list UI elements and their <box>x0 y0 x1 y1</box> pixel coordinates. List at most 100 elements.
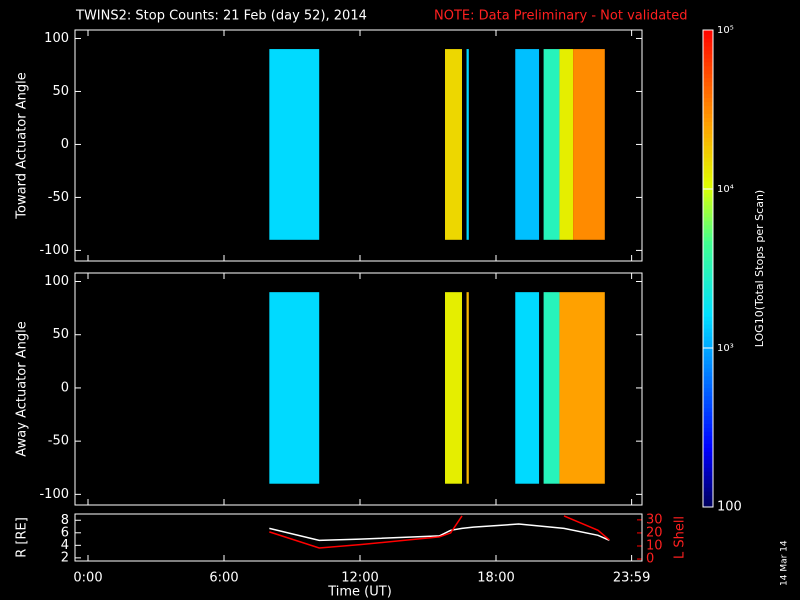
colorbar-cell <box>703 73 713 79</box>
x-tick-label: 23:59 <box>613 571 650 586</box>
heat-cell <box>543 292 560 484</box>
colorbar-cell <box>703 125 713 130</box>
colorbar-cell <box>703 224 713 230</box>
colorbar-cell <box>703 81 713 87</box>
colorbar-cell <box>703 316 713 321</box>
y2-tick-label: 10 <box>646 538 663 553</box>
colorbar-cell <box>703 344 713 349</box>
colorbar-cell <box>703 379 713 385</box>
colorbar-cell <box>703 276 713 281</box>
colorbar-cell <box>703 495 713 500</box>
colorbar-cell <box>703 443 713 448</box>
colorbar-cell <box>703 61 713 67</box>
colorbar-cell <box>703 256 713 262</box>
colorbar-cell <box>703 324 713 329</box>
heat-cell <box>445 292 462 484</box>
colorbar-cell <box>703 177 713 182</box>
colorbar-cell <box>703 129 713 134</box>
colorbar-cell <box>703 427 713 432</box>
chart-title: TWINS2: Stop Counts: 21 Feb (day 52), 20… <box>75 9 367 24</box>
y-tick-label: 8 <box>61 513 69 528</box>
x-tick-label: 12:00 <box>341 571 378 586</box>
colorbar-cell <box>703 391 713 397</box>
colorbar-cell <box>703 423 713 428</box>
y2-tick-label: 0 <box>646 552 654 567</box>
heat-cell <box>559 292 605 484</box>
y-tick-label: 100 <box>44 31 69 46</box>
heat-cell <box>543 49 560 240</box>
colorbar-cell <box>703 435 713 440</box>
colorbar-cell <box>703 459 713 464</box>
colorbar-cell <box>703 33 713 39</box>
heat-cell <box>269 292 320 484</box>
colorbar-cell <box>703 403 713 409</box>
colorbar-cell <box>703 395 713 401</box>
y2-tick-label: 30 <box>646 512 663 527</box>
colorbar-cell <box>703 149 713 154</box>
colorbar-cell <box>703 117 713 122</box>
colorbar-cell <box>703 196 713 202</box>
heat-cell <box>466 49 469 240</box>
y-tick-label: -100 <box>39 243 69 258</box>
colorbar-cell <box>703 169 713 174</box>
colorbar-cell <box>703 296 713 301</box>
colorbar-cell <box>703 30 713 35</box>
colorbar-cell <box>703 340 713 345</box>
colorbar-cell <box>703 312 713 317</box>
y-tick-label: 2 <box>61 550 69 565</box>
colorbar-cell <box>703 272 713 277</box>
colorbar-cell <box>703 284 713 289</box>
colorbar-cell <box>703 45 713 51</box>
colorbar-cell <box>703 57 713 63</box>
colorbar-cell <box>703 157 713 162</box>
colorbar-cell <box>703 351 713 357</box>
y-tick-label: 6 <box>61 525 69 540</box>
x-tick-label: 6:00 <box>209 571 238 586</box>
colorbar-cell <box>703 336 713 341</box>
y-tick-label: -100 <box>39 487 69 502</box>
colorbar-cell <box>703 113 713 118</box>
colorbar-cell <box>703 451 713 456</box>
colorbar-cell <box>703 240 713 246</box>
plot-area <box>269 292 605 484</box>
note: NOTE: Data Preliminary - Not validated <box>434 9 688 24</box>
y-tick-label: 100 <box>44 274 69 289</box>
colorbar-cell <box>703 141 713 146</box>
colorbar-cell <box>703 367 713 373</box>
y2-axis-label: L Shell <box>673 516 688 559</box>
colorbar-cell <box>703 348 713 353</box>
colorbar-cell <box>703 101 713 107</box>
colorbar-cell <box>703 483 713 488</box>
colorbar-cell <box>703 97 713 103</box>
colorbar-cell <box>703 268 713 273</box>
side-label: 14 Mar 14 <box>780 540 790 586</box>
colorbar-cell <box>703 447 713 452</box>
colorbar-cell <box>703 65 713 71</box>
colorbar-cell <box>703 355 713 361</box>
colorbar-cell <box>703 165 713 170</box>
plot-area <box>269 49 605 240</box>
colorbar-cell <box>703 471 713 476</box>
colorbar-cell <box>703 375 713 381</box>
colorbar-cell <box>703 371 713 377</box>
y-tick-label: 0 <box>61 380 69 395</box>
colorbar-cell <box>703 415 713 421</box>
series-line <box>269 515 463 549</box>
x-axis-label: Time (UT) <box>327 585 392 600</box>
heat-cell <box>466 292 469 484</box>
colorbar-cell <box>703 411 713 417</box>
colorbar-cell <box>703 455 713 460</box>
colorbar-cell <box>703 419 713 425</box>
colorbar-cell <box>703 491 713 496</box>
plot-area <box>269 515 610 549</box>
colorbar-cell <box>703 248 713 254</box>
colorbar-cell <box>703 304 713 309</box>
colorbar-cell <box>703 244 713 250</box>
colorbar-cell <box>703 192 713 198</box>
colorbar-tick-label: 100 <box>717 500 742 515</box>
y-tick-label: 50 <box>52 327 69 342</box>
colorbar-cell <box>703 185 713 190</box>
colorbar-cell <box>703 77 713 83</box>
colorbar-cell <box>703 232 713 238</box>
colorbar-cell <box>703 204 713 210</box>
